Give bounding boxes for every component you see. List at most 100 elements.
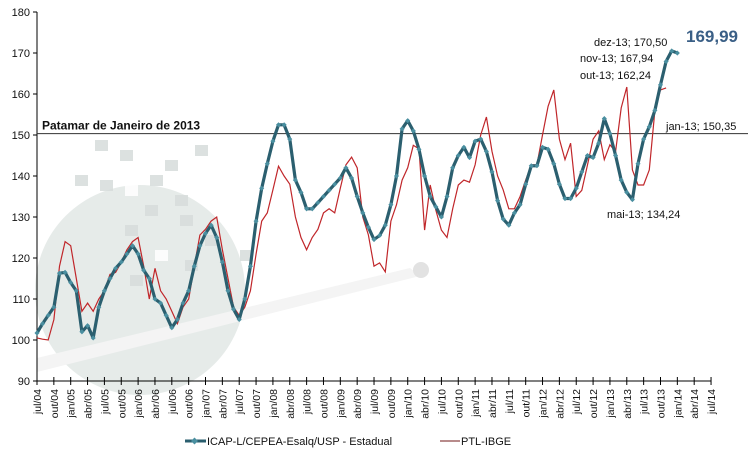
x-tick-label: jan/09 bbox=[335, 389, 347, 419]
data-point-icap bbox=[214, 234, 220, 241]
data-point-icap bbox=[377, 232, 383, 238]
watermark-square bbox=[125, 185, 138, 196]
legend: ICAP-L/CEPEA-Esalq/USP - Estadual PTL-IB… bbox=[185, 436, 511, 448]
y-tick-label: 90 bbox=[18, 376, 30, 388]
x-tick-label: jul/04 bbox=[32, 389, 44, 415]
watermark-square bbox=[180, 215, 193, 226]
data-point-icap bbox=[174, 316, 180, 323]
data-point-icap bbox=[455, 152, 461, 159]
x-tick-label: abr/14 bbox=[689, 389, 701, 419]
watermark-square bbox=[70, 140, 83, 151]
data-point-icap bbox=[360, 210, 366, 216]
data-point-icap bbox=[309, 206, 315, 212]
watermark-square bbox=[125, 225, 138, 236]
x-tick-label: abr/12 bbox=[554, 389, 566, 419]
watermark-square bbox=[185, 260, 198, 271]
x-tick-label: jul/12 bbox=[571, 389, 583, 415]
x-tick-label: jul/06 bbox=[167, 389, 179, 415]
data-point-icap bbox=[444, 193, 450, 200]
watermark-square bbox=[120, 150, 133, 161]
background-watermark bbox=[35, 135, 429, 395]
data-point-icap bbox=[129, 243, 136, 249]
data-point-icap bbox=[146, 275, 152, 282]
watermark-square bbox=[150, 135, 163, 146]
data-point-icap bbox=[152, 296, 158, 302]
annotation-out13: out-13; 162,24 bbox=[580, 70, 651, 82]
x-tick-label: jan/08 bbox=[268, 389, 280, 419]
x-tick-label: jan/11 bbox=[470, 389, 482, 418]
data-point-icap bbox=[528, 163, 534, 169]
x-tick-label: jul/13 bbox=[639, 389, 651, 415]
watermark-square bbox=[145, 205, 158, 216]
annotations: jan-13; 150,35 mai-13; 134,24 out-13; 16… bbox=[580, 27, 738, 221]
x-tick-label: abr/08 bbox=[285, 389, 297, 419]
watermark-square bbox=[130, 275, 143, 286]
data-point-icap bbox=[62, 269, 68, 275]
x-tick-label: jul/10 bbox=[436, 389, 448, 415]
y-tick-labels: 90 100 110 120 130 140 150 160 170 180 bbox=[12, 7, 30, 388]
watermark-square bbox=[225, 215, 238, 226]
x-tick-label: out/10 bbox=[453, 389, 465, 418]
data-point-icap bbox=[124, 251, 130, 257]
y-tick-label: 100 bbox=[12, 335, 30, 347]
data-point-icap bbox=[618, 177, 624, 183]
y-tick-label: 130 bbox=[12, 212, 30, 224]
data-point-icap bbox=[466, 155, 473, 161]
y-tick-label: 150 bbox=[12, 130, 30, 142]
x-tick-label: jan/10 bbox=[403, 389, 415, 419]
x-tick-label: abr/05 bbox=[83, 389, 95, 419]
annotation-dez13: dez-13; 170,50 bbox=[594, 37, 667, 49]
data-point-icap bbox=[163, 312, 169, 318]
x-tick-label: out/05 bbox=[116, 389, 128, 418]
annotation-last-value: 169,99 bbox=[686, 27, 738, 46]
x-tick-label: abr/11 bbox=[487, 389, 499, 418]
watermark-square bbox=[205, 235, 218, 246]
watermark-square bbox=[240, 250, 253, 261]
data-point-icap bbox=[79, 329, 85, 335]
data-point-icap bbox=[208, 222, 214, 228]
reference-line: Patamar de Janeiro de 2013 bbox=[37, 119, 748, 135]
data-point-icap bbox=[253, 218, 259, 224]
x-tick-label: jul/05 bbox=[99, 389, 111, 415]
y-tick-label: 140 bbox=[12, 171, 30, 183]
data-point-icap bbox=[158, 300, 164, 306]
legend-item-ptl: PTL-IBGE bbox=[440, 436, 511, 448]
watermark-square bbox=[175, 195, 188, 206]
data-point-icap bbox=[539, 144, 546, 150]
data-point-icap bbox=[388, 202, 394, 208]
data-point-icap bbox=[68, 280, 74, 286]
annotation-mai13: mai-13; 134,24 bbox=[607, 209, 680, 221]
data-point-icap bbox=[51, 304, 57, 310]
data-point-icap bbox=[343, 165, 349, 171]
x-tick-label: out/04 bbox=[49, 389, 61, 418]
data-point-icap bbox=[219, 259, 225, 265]
x-tick-label: abr/09 bbox=[352, 389, 364, 419]
data-point-icap bbox=[422, 173, 428, 179]
x-tick-label: out/07 bbox=[251, 389, 263, 418]
watermark-square bbox=[215, 160, 228, 171]
data-point-icap bbox=[371, 237, 377, 243]
x-tick-label: out/06 bbox=[184, 389, 196, 418]
data-point-icap bbox=[382, 222, 388, 228]
x-tick-label: jan/14 bbox=[672, 389, 684, 419]
legend-label-ptl: PTL-IBGE bbox=[461, 436, 511, 448]
x-tick-label: out/13 bbox=[655, 389, 667, 418]
data-point-icap bbox=[242, 296, 248, 302]
annotation-jan13: jan-13; 150,35 bbox=[665, 121, 736, 133]
data-point-icap bbox=[624, 189, 630, 195]
data-point-icap bbox=[495, 198, 501, 204]
data-point-icap bbox=[197, 243, 203, 249]
data-point-icap bbox=[534, 163, 540, 169]
x-tick-label: out/09 bbox=[386, 389, 398, 418]
data-point-icap bbox=[461, 144, 467, 150]
data-point-icap bbox=[231, 306, 237, 312]
axes bbox=[33, 11, 712, 385]
watermark-square bbox=[95, 140, 108, 151]
watermark-square bbox=[75, 175, 88, 186]
data-point-icap bbox=[191, 263, 197, 269]
data-point-icap bbox=[186, 288, 192, 294]
data-point-icap bbox=[337, 175, 343, 181]
data-point-icap bbox=[607, 131, 613, 137]
x-tick-label: out/08 bbox=[318, 389, 330, 418]
